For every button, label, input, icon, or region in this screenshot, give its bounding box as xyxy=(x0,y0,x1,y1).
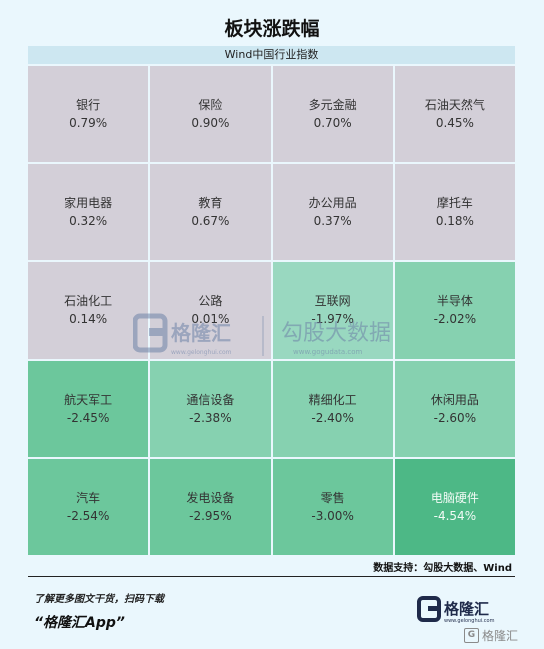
index-subtitle: Wind中国行业指数 xyxy=(28,46,515,64)
corner-logo-icon: G xyxy=(464,627,479,643)
logo-text: 格隆汇 xyxy=(444,600,489,618)
sector-name: 半导体 xyxy=(436,294,473,309)
sector-change: -2.45% xyxy=(66,410,110,425)
sector-name: 通信设备 xyxy=(186,392,235,407)
sector-change: 0.14% xyxy=(69,312,108,327)
sector-cell: 家用电器 0.32% xyxy=(28,164,149,261)
sector-name: 石油化工 xyxy=(64,294,113,309)
sector-change: 0.45% xyxy=(435,116,474,131)
sector-cell: 汽车 -2.54% xyxy=(28,458,149,555)
sector-name: 家用电器 xyxy=(64,196,113,211)
sector-change: -2.60% xyxy=(433,410,477,425)
sector-change: -2.54% xyxy=(66,508,110,523)
sector-cell: 发电设备 -2.95% xyxy=(150,458,271,555)
sector-cell: 精细化工 -2.40% xyxy=(272,360,393,457)
sector-name: 教育 xyxy=(198,196,223,211)
sector-name: 石油天然气 xyxy=(424,98,485,113)
sector-cell: 摩托车 0.18% xyxy=(394,164,515,261)
sector-cell: 互联网 -1.97% xyxy=(272,262,393,359)
page-title: 板块涨跌幅 xyxy=(224,18,320,40)
sector-name: 银行 xyxy=(76,98,101,113)
sector-change: -2.02% xyxy=(433,312,477,327)
sector-change: -3.00% xyxy=(311,508,354,523)
sector-cell: 半导体 -2.02% xyxy=(394,262,515,359)
sector-cell: 银行 0.79% xyxy=(28,66,149,163)
sector-change: 0.70% xyxy=(313,116,352,131)
footer-note: 了解更多图文干货，扫码下载 xyxy=(34,594,164,605)
sector-change: 0.90% xyxy=(191,116,230,131)
sector-name: 零售 xyxy=(320,490,345,505)
sector-change: 0.67% xyxy=(191,214,230,229)
sector-cell: 办公用品 0.37% xyxy=(272,164,393,261)
sector-name: 办公用品 xyxy=(308,196,357,211)
sector-change: -2.95% xyxy=(189,508,232,523)
sector-change: 0.18% xyxy=(435,214,474,229)
sector-name: 发电设备 xyxy=(186,490,235,505)
sector-cell: 保险 0.90% xyxy=(150,66,271,163)
sector-cell: 航天军工 -2.45% xyxy=(28,360,149,457)
sector-cell: 电脑硬件 -4.54% xyxy=(394,458,515,555)
sector-name: 休闲用品 xyxy=(430,392,479,407)
sector-cell: 休闲用品 -2.60% xyxy=(394,360,515,457)
sector-cell: 零售 -3.00% xyxy=(272,458,393,555)
logo-url: www.gelonghui.com xyxy=(444,618,495,624)
sector-name: 摩托车 xyxy=(436,196,473,211)
sector-change: -1.97% xyxy=(311,312,354,327)
logo-icon xyxy=(417,596,441,622)
sector-cell: 教育 0.67% xyxy=(150,164,271,261)
sector-heatmap: 银行 0.79% 保险 0.90% 多元金融 0.70% 石油天然气 0.45% 家用电器 0.3… xyxy=(28,66,515,555)
corner-watermark: G 格隆汇 xyxy=(464,626,540,644)
sector-change: 0.79% xyxy=(69,116,108,131)
sector-name: 电脑硬件 xyxy=(430,490,479,505)
sector-change: -2.38% xyxy=(189,410,232,425)
sector-name: 保险 xyxy=(198,98,223,113)
corner-watermark-text: 格隆汇 xyxy=(482,628,519,643)
sector-change: 0.01% xyxy=(191,312,230,327)
sector-name: 互联网 xyxy=(314,294,351,309)
sector-name: 精细化工 xyxy=(308,392,357,407)
sector-name: 航天军工 xyxy=(64,392,113,407)
divider xyxy=(28,576,515,577)
sector-change: 0.37% xyxy=(313,214,352,229)
sector-name: 公路 xyxy=(198,294,223,309)
data-source: 数据支持：勾股大数据、Wind xyxy=(373,563,512,574)
gelonghui-logo: 格隆汇 www.gelonghui.com xyxy=(417,596,495,624)
sector-cell: 多元金融 0.70% xyxy=(272,66,393,163)
sector-cell: 公路 0.01% xyxy=(150,262,271,359)
footer-app-name: “格隆汇App” xyxy=(34,615,125,631)
sector-change: -4.54% xyxy=(433,508,477,523)
sector-name: 多元金融 xyxy=(308,98,357,113)
sector-name: 汽车 xyxy=(76,490,101,505)
sector-change: -2.40% xyxy=(311,410,354,425)
sector-cell: 通信设备 -2.38% xyxy=(150,360,271,457)
sector-cell: 石油天然气 0.45% xyxy=(394,66,515,163)
sector-cell: 石油化工 0.14% xyxy=(28,262,149,359)
sector-change: 0.32% xyxy=(69,214,108,229)
